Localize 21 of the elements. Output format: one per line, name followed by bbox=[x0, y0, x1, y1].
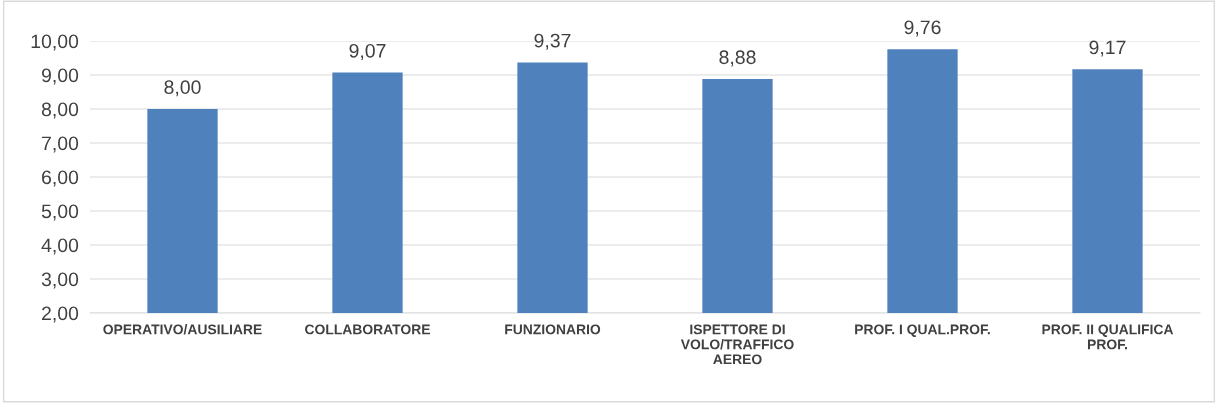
y-tick-label: 9,00 bbox=[41, 68, 79, 85]
x-tick-label: OPERATIVO/AUSILIARE bbox=[103, 324, 262, 335]
y-tick-label: 8,00 bbox=[41, 102, 79, 119]
y-tick-label: 2,00 bbox=[42, 306, 79, 323]
y-tick-label: 10,00 bbox=[31, 34, 79, 51]
data-label: 9,37 bbox=[534, 33, 571, 50]
x-tick-label: PROF. I QUAL.PROF. bbox=[855, 324, 990, 337]
y-tick-label: 4,00 bbox=[41, 238, 79, 255]
x-tick-label: FUNZIONARIO bbox=[505, 324, 601, 335]
data-label: 9,17 bbox=[1089, 40, 1126, 57]
x-tick-label: PROF. II QUALIFICA PROF. bbox=[1042, 324, 1174, 350]
x-tick-label: ISPETTORE DI VOLO/TRAFFICO AEREO bbox=[680, 324, 794, 365]
y-tick-label: 3,00 bbox=[41, 272, 79, 289]
y-tick-label: 5,00 bbox=[41, 204, 79, 221]
data-label: 8,00 bbox=[164, 80, 201, 97]
data-label: 9,07 bbox=[349, 43, 386, 60]
data-label: 8,88 bbox=[719, 50, 756, 67]
y-tick-label: 7,00 bbox=[42, 136, 79, 153]
y-tick-label: 6,00 bbox=[42, 170, 79, 187]
data-label: 9,76 bbox=[904, 20, 941, 37]
x-tick-label: COLLABORATORE bbox=[305, 324, 430, 335]
